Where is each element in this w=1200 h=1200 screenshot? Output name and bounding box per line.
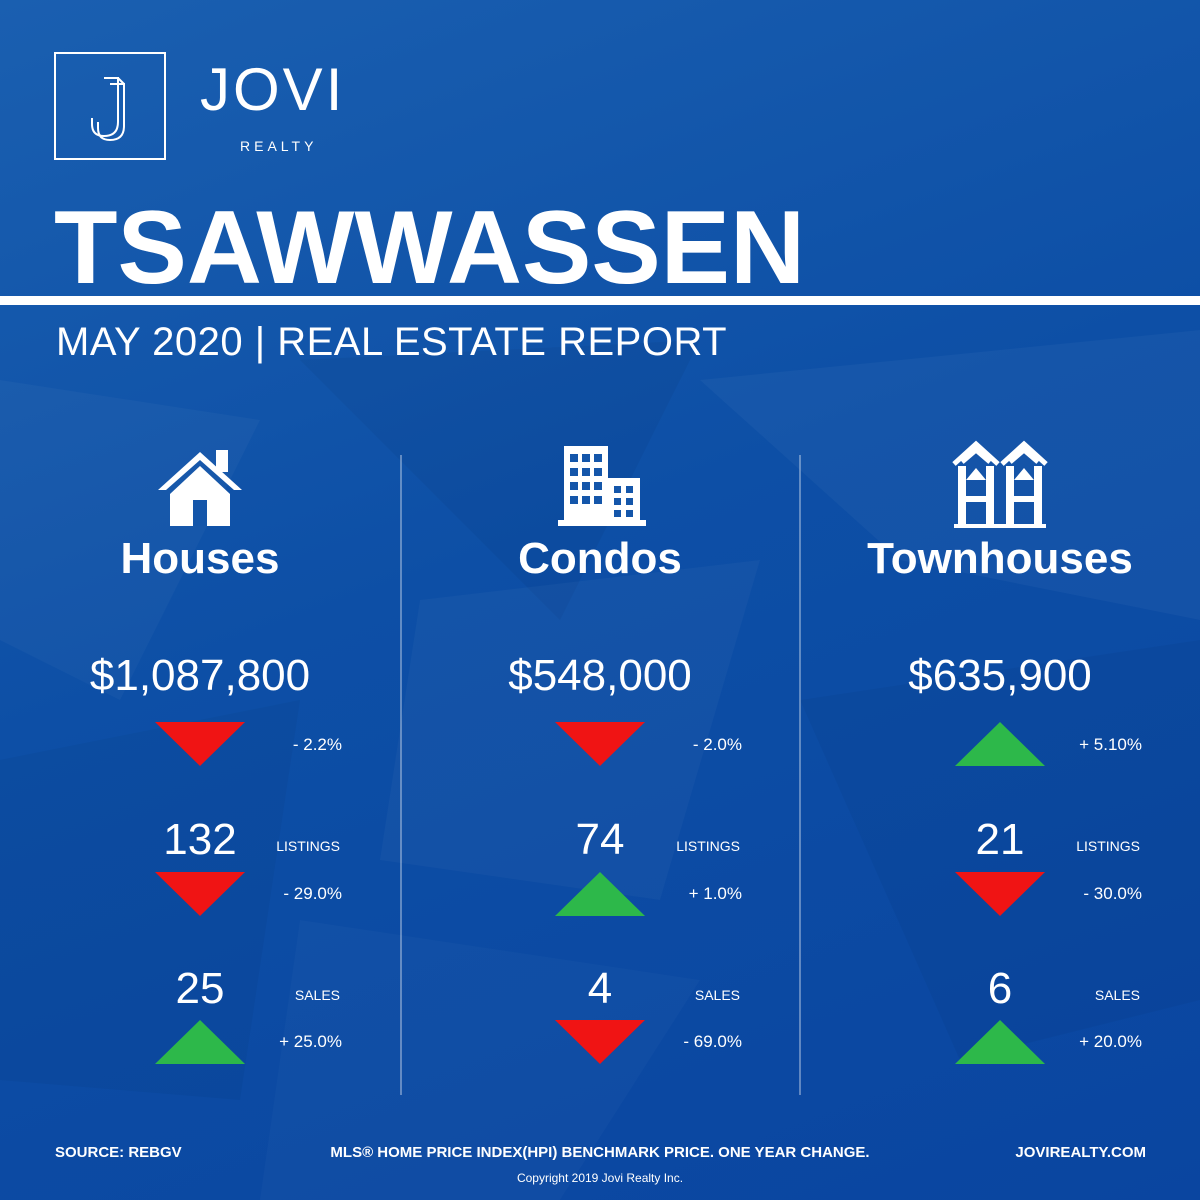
up-arrow-icon [955, 1020, 1045, 1064]
sales-label: SALES [294, 987, 340, 1003]
sales-change: - 69.0% [683, 1032, 742, 1051]
benchmark-price: $635,900 [908, 651, 1092, 700]
listings-label: LISTINGS [276, 838, 340, 854]
sales-count: 25 [175, 964, 225, 1013]
column-houses: Houses $1,087,800 - 2.2% 132 LISTINGS - … [0, 430, 400, 1080]
logo-monogram-icon [91, 77, 125, 142]
down-arrow-icon [555, 722, 645, 766]
house-icon [158, 450, 242, 526]
category-title: Houses [120, 534, 280, 583]
price-change: - 2.0% [692, 735, 742, 754]
brand-logo [54, 52, 166, 160]
sales-change: + 25.0% [279, 1032, 342, 1051]
copyright: Copyright 2019 Jovi Realty Inc. [516, 1171, 684, 1185]
footer-note: MLS® HOME PRICE INDEX(HPI) BENCHMARK PRI… [330, 1144, 870, 1161]
down-arrow-icon [155, 722, 245, 766]
benchmark-price: $548,000 [508, 651, 692, 700]
sales-count: 6 [987, 964, 1013, 1013]
brand-subtitle: REALTY [240, 138, 318, 154]
city-title: TSAWWASSEN [54, 190, 806, 306]
townhouse-icon [952, 440, 1048, 528]
down-arrow-icon [555, 1020, 645, 1064]
brand-name: JOVI [200, 56, 346, 123]
listings-count: 132 [163, 815, 237, 864]
title-underline [0, 296, 1200, 305]
footer-source: SOURCE: REBGV [55, 1144, 182, 1161]
column-divider [400, 455, 402, 1095]
column-townhouses: Townhouses $635,900 + 5.10% 21 LISTINGS … [800, 430, 1200, 1080]
category-title: Condos [518, 534, 682, 583]
footer-website-link[interactable]: JOVIREALTY.COM [1015, 1144, 1146, 1161]
benchmark-price: $1,087,800 [89, 651, 311, 700]
category-title: Townhouses [867, 534, 1133, 583]
condo-building-icon [558, 446, 646, 526]
listings-label: LISTINGS [1076, 838, 1140, 854]
sales-count: 4 [587, 964, 613, 1013]
report-subtitle: MAY 2020 | REAL ESTATE REPORT [56, 320, 728, 364]
column-divider [799, 455, 801, 1095]
up-arrow-icon [155, 1020, 245, 1064]
sales-label: SALES [1094, 987, 1140, 1003]
listings-change: + 1.0% [688, 884, 742, 903]
listings-count: 74 [575, 815, 625, 864]
column-condos: Condos $548,000 - 2.0% 74 LISTINGS + 1.0… [400, 430, 800, 1080]
price-change: + 5.10% [1079, 735, 1142, 754]
sales-change: + 20.0% [1079, 1032, 1142, 1051]
up-arrow-icon [955, 722, 1045, 766]
listings-count: 21 [975, 815, 1025, 864]
down-arrow-icon [955, 872, 1045, 916]
listings-change: - 29.0% [283, 884, 342, 903]
sales-label: SALES [694, 987, 740, 1003]
listings-change: - 30.0% [1083, 884, 1142, 903]
listings-label: LISTINGS [676, 838, 740, 854]
price-change: - 2.2% [292, 735, 342, 754]
down-arrow-icon [155, 872, 245, 916]
up-arrow-icon [555, 872, 645, 916]
